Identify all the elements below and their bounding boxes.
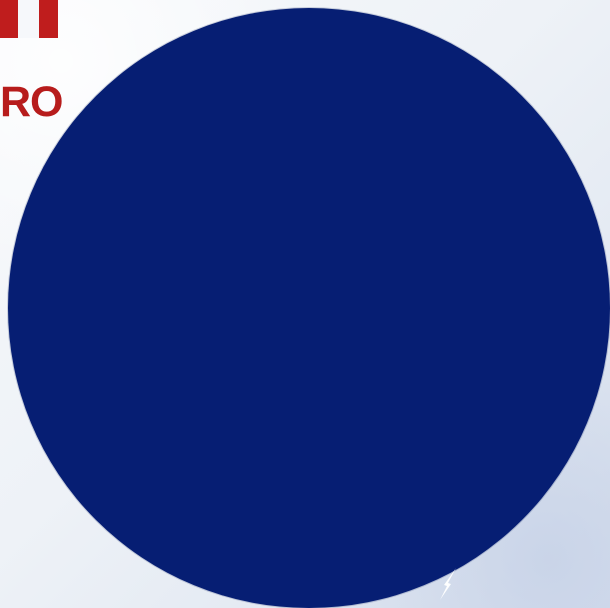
blue-circle (8, 8, 610, 608)
